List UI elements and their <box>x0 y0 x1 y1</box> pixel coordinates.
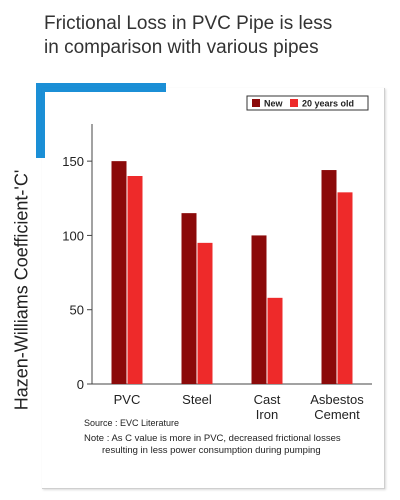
x-tick-label: Cast Iron <box>254 392 281 422</box>
note-line-1: Note : As C value is more in PVC, decrea… <box>84 433 341 444</box>
bar <box>181 213 197 384</box>
bar <box>197 242 213 384</box>
y-tick-label: 0 <box>77 377 84 392</box>
y-tick-label: 50 <box>70 303 84 318</box>
source-text: Source : EVC Literature <box>84 418 180 428</box>
bar <box>127 176 143 384</box>
title-line-1: Frictional Loss in PVC Pipe is less <box>44 13 333 34</box>
bar <box>321 170 337 384</box>
legend-label: New <box>264 99 284 109</box>
y-tick-label: 100 <box>62 228 84 243</box>
legend-swatch <box>252 99 260 107</box>
title-line-2: in comparison with various pipes <box>44 37 319 58</box>
x-tick-label: PVC <box>114 392 141 407</box>
x-tick-label: Asbestos Cement <box>310 392 364 422</box>
accent-bar-horizontal <box>36 83 166 92</box>
bar <box>251 235 267 384</box>
accent-bar-vertical <box>36 83 45 158</box>
note-text: Note : As C value is more in PVC, decrea… <box>84 433 384 457</box>
chart-title: Frictional Loss in PVC Pipe is less in c… <box>44 12 384 60</box>
legend-label: 20 years old <box>302 99 354 109</box>
bar <box>337 192 353 384</box>
legend-box <box>246 95 369 111</box>
x-tick-label: Steel <box>182 392 212 407</box>
legend-swatch <box>290 99 298 107</box>
bar <box>111 161 127 384</box>
note-line-2: resulting in less power consumption duri… <box>102 445 321 456</box>
chart-frame <box>42 88 385 489</box>
y-tick-label: 150 <box>62 154 84 169</box>
bar <box>267 297 283 384</box>
